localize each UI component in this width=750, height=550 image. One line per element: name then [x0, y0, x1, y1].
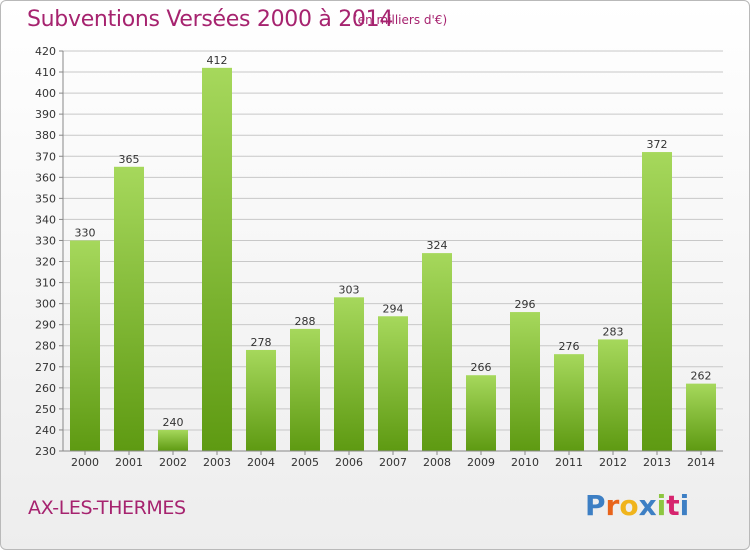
- x-tick-label: 2007: [379, 456, 407, 469]
- x-tick-label: 2013: [643, 456, 671, 469]
- logo-letter: r: [605, 489, 620, 522]
- bar-chart: 330 365 240 412 278 288 303 294 324 266 296 276 283 3…: [35, 45, 723, 469]
- y-tick-label: 300: [35, 298, 56, 311]
- bar-value-label: 283: [603, 325, 624, 338]
- bar-layer: 330 365 240 412 278 288 303 294 324 266 296 276 283 3…: [70, 54, 716, 452]
- y-tick-label: 230: [35, 445, 56, 458]
- logo-letter: i: [679, 489, 690, 522]
- logo-letter: x: [638, 489, 657, 522]
- bar-value-label: 276: [559, 340, 580, 353]
- bar-value-label: 266: [471, 361, 492, 374]
- axis-layer: 230 240 250 260 270 280 290 300 310 320 330 340 350 3…: [35, 45, 723, 469]
- bar-2011: [554, 354, 584, 451]
- y-tick-label: 380: [35, 129, 56, 142]
- y-tick-label: 280: [35, 340, 56, 353]
- bar-2009: [466, 375, 496, 451]
- y-tick-label: 340: [35, 213, 56, 226]
- x-tick-label: 2001: [115, 456, 143, 469]
- bar-2005: [290, 328, 320, 451]
- bar-value-label: 296: [515, 298, 536, 311]
- x-tick-label: 2002: [159, 456, 187, 469]
- x-tick-label: 2009: [467, 456, 495, 469]
- logo-letter: P: [585, 489, 606, 522]
- y-tick-label: 420: [35, 45, 56, 58]
- x-tick-label: 2003: [203, 456, 231, 469]
- chart-title: Subventions Versées 2000 à 2014: [27, 7, 394, 32]
- y-tick-label: 330: [35, 234, 56, 247]
- proxiti-logo: Proxiti: [585, 489, 689, 522]
- y-tick-label: 310: [35, 277, 56, 290]
- bar-value-label: 372: [647, 138, 668, 151]
- logo-letter: t: [666, 489, 680, 522]
- bar-value-label: 324: [427, 239, 448, 252]
- bar-2000: [70, 240, 100, 451]
- y-tick-label: 240: [35, 424, 56, 437]
- bar-2007: [378, 316, 408, 451]
- commune-name: AX-LES-THERMES: [28, 497, 186, 519]
- y-tick-label: 400: [35, 87, 56, 100]
- y-tick-label: 370: [35, 150, 56, 163]
- y-tick-label: 250: [35, 403, 56, 416]
- x-tick-label: 2014: [687, 456, 715, 469]
- bar-value-label: 330: [75, 226, 96, 239]
- bar-2001: [114, 166, 144, 451]
- bar-2006: [334, 297, 364, 451]
- y-tick-label: 360: [35, 171, 56, 184]
- bar-value-label: 412: [207, 54, 228, 67]
- bar-value-label: 240: [163, 416, 184, 429]
- y-tick-label: 260: [35, 382, 56, 395]
- bar-2014: [686, 383, 716, 451]
- bar-value-label: 288: [295, 315, 316, 328]
- bar-2013: [642, 152, 672, 452]
- bar-value-label: 262: [691, 370, 712, 383]
- y-tick-label: 410: [35, 66, 56, 79]
- bar-value-label: 294: [383, 302, 404, 315]
- chart-unit: (en milliers d'€): [353, 13, 448, 27]
- bar-2008: [422, 253, 452, 451]
- x-tick-label: 2004: [247, 456, 275, 469]
- y-tick-label: 390: [35, 108, 56, 121]
- y-tick-label: 270: [35, 361, 56, 374]
- logo-letter: o: [619, 489, 639, 522]
- bar-value-label: 303: [339, 283, 360, 296]
- bar-2002: [158, 429, 188, 451]
- bar-value-label: 278: [251, 336, 272, 349]
- x-tick-label: 2011: [555, 456, 583, 469]
- bar-2004: [246, 349, 276, 451]
- bar-2003: [202, 67, 232, 451]
- bar-value-label: 365: [119, 153, 140, 166]
- x-tick-label: 2000: [71, 456, 99, 469]
- y-tick-label: 290: [35, 319, 56, 332]
- x-tick-label: 2008: [423, 456, 451, 469]
- bar-2010: [510, 312, 540, 451]
- y-tick-label: 320: [35, 256, 56, 269]
- x-tick-label: 2012: [599, 456, 627, 469]
- x-tick-label: 2010: [511, 456, 539, 469]
- logo-letter: i: [656, 489, 667, 522]
- x-tick-label: 2006: [335, 456, 363, 469]
- bar-2012: [598, 339, 628, 451]
- y-tick-label: 350: [35, 192, 56, 205]
- x-tick-label: 2005: [291, 456, 319, 469]
